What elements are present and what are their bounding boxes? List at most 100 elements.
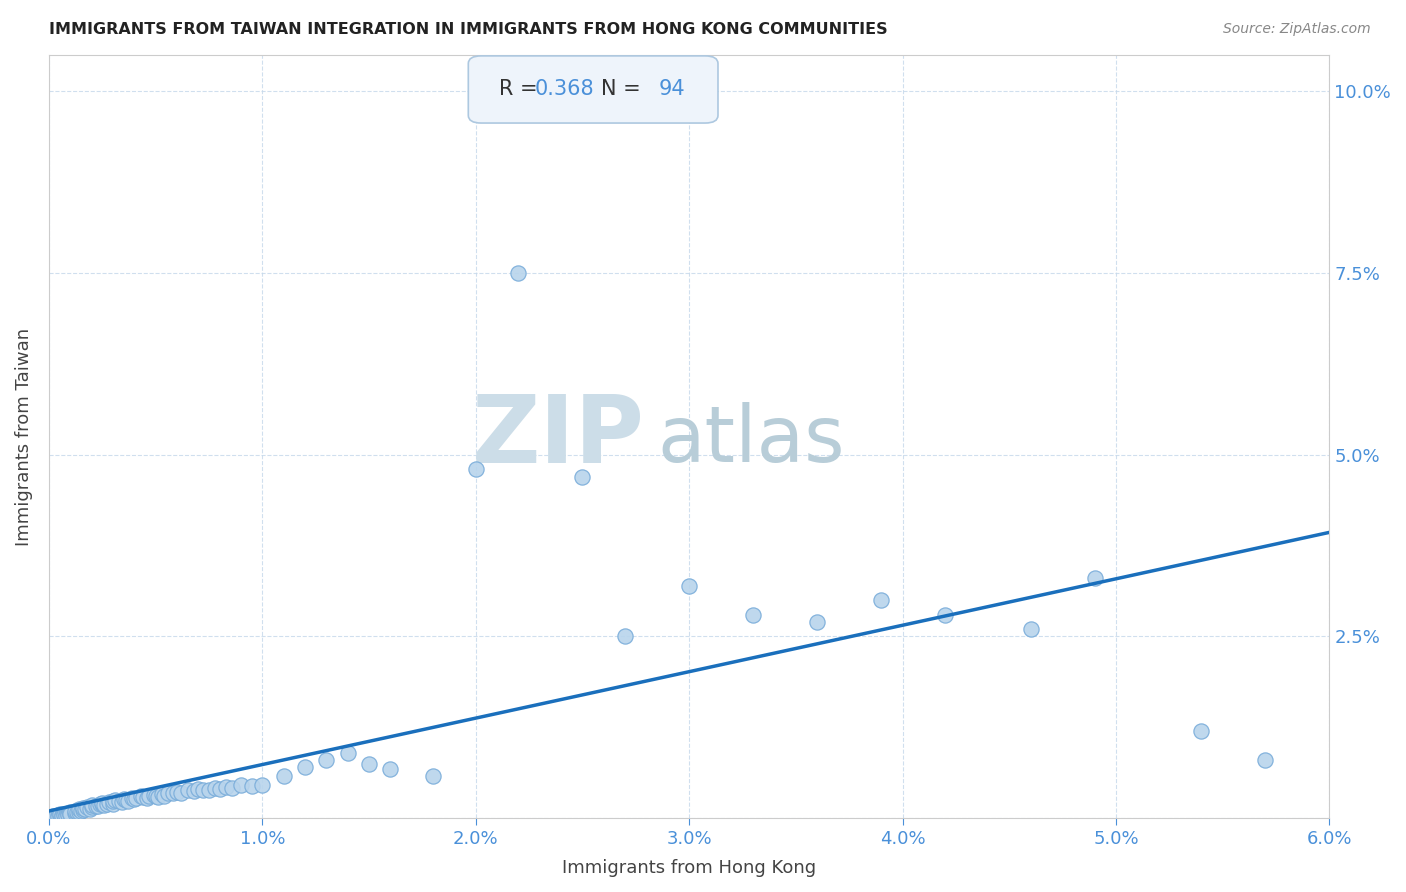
Point xyxy=(56,806,79,821)
Point xyxy=(191,782,214,797)
Text: 94: 94 xyxy=(659,79,685,100)
Point xyxy=(221,780,243,795)
Point xyxy=(72,803,94,817)
Point xyxy=(142,788,165,802)
Point xyxy=(198,783,221,797)
Point xyxy=(336,746,359,760)
Text: N =: N = xyxy=(602,79,648,100)
Point xyxy=(359,756,381,771)
Point xyxy=(52,807,75,822)
Y-axis label: Immigrants from Taiwan: Immigrants from Taiwan xyxy=(15,327,32,546)
Point xyxy=(176,783,198,797)
Point xyxy=(124,792,146,806)
Point xyxy=(80,797,103,812)
Point xyxy=(870,593,893,607)
Point xyxy=(56,808,79,822)
Point xyxy=(252,778,274,792)
Point xyxy=(67,802,90,816)
Point xyxy=(89,797,111,811)
Point xyxy=(678,578,700,592)
Text: IMMIGRANTS FROM TAIWAN INTEGRATION IN IMMIGRANTS FROM HONG KONG COMMUNITIES: IMMIGRANTS FROM TAIWAN INTEGRATION IN IM… xyxy=(49,22,887,37)
Point xyxy=(52,808,75,822)
Point xyxy=(48,809,70,823)
Point xyxy=(183,784,205,798)
Point xyxy=(380,762,402,776)
Point xyxy=(101,797,124,811)
Point xyxy=(273,769,295,783)
FancyBboxPatch shape xyxy=(468,56,718,123)
Point xyxy=(70,804,93,818)
Text: ZIP: ZIP xyxy=(471,391,644,483)
Point xyxy=(63,805,86,820)
Point xyxy=(162,786,184,800)
Point xyxy=(75,802,97,816)
Point xyxy=(153,789,176,803)
Point xyxy=(51,809,73,823)
Point xyxy=(63,804,86,818)
Point xyxy=(59,805,82,820)
Point xyxy=(934,607,956,622)
Point xyxy=(125,790,148,805)
Point xyxy=(806,615,828,629)
Point xyxy=(80,800,103,814)
Point xyxy=(97,795,120,809)
Point xyxy=(91,797,114,812)
Point xyxy=(1254,753,1277,767)
Point xyxy=(150,787,173,801)
Point xyxy=(110,795,132,809)
Point xyxy=(229,778,252,792)
X-axis label: Immigrants from Hong Kong: Immigrants from Hong Kong xyxy=(562,859,817,877)
Point xyxy=(157,786,180,800)
Point xyxy=(84,798,107,813)
Point xyxy=(51,808,73,822)
Point xyxy=(104,793,127,807)
Point xyxy=(215,780,238,794)
Point xyxy=(1019,622,1042,636)
Point xyxy=(108,794,131,808)
Point xyxy=(72,801,94,815)
Point xyxy=(145,789,167,803)
Point xyxy=(59,807,82,822)
Point xyxy=(55,809,77,823)
Point xyxy=(59,806,82,821)
Point xyxy=(44,810,66,824)
Point xyxy=(121,791,143,805)
Point xyxy=(114,793,136,807)
Point xyxy=(146,790,169,805)
Point xyxy=(422,769,444,783)
Text: atlas: atlas xyxy=(657,402,845,478)
Point xyxy=(614,629,637,643)
Point xyxy=(129,789,152,804)
Point xyxy=(138,789,160,804)
Point xyxy=(294,760,316,774)
Point xyxy=(66,805,89,819)
Point xyxy=(187,782,209,797)
Point xyxy=(117,794,139,808)
Point xyxy=(55,807,77,822)
Text: 0.368: 0.368 xyxy=(534,79,595,100)
Point xyxy=(464,462,486,476)
Point xyxy=(315,753,337,767)
Point xyxy=(96,797,118,811)
Point xyxy=(87,799,110,814)
Point xyxy=(136,790,159,805)
Point xyxy=(46,810,69,824)
Point xyxy=(240,779,263,793)
Point xyxy=(166,785,188,799)
Text: R =: R = xyxy=(499,79,544,100)
Point xyxy=(132,790,155,805)
Point xyxy=(1084,571,1107,585)
Point xyxy=(76,800,98,814)
Point xyxy=(79,802,101,816)
Point xyxy=(571,469,593,483)
Text: Source: ZipAtlas.com: Source: ZipAtlas.com xyxy=(1223,22,1371,37)
Point xyxy=(42,809,65,823)
Point xyxy=(91,796,114,810)
Point xyxy=(67,805,90,820)
Point xyxy=(101,794,124,808)
Point xyxy=(742,607,765,622)
Point xyxy=(508,266,530,280)
Point xyxy=(46,808,69,822)
Point xyxy=(1189,723,1212,738)
Point xyxy=(170,786,193,800)
